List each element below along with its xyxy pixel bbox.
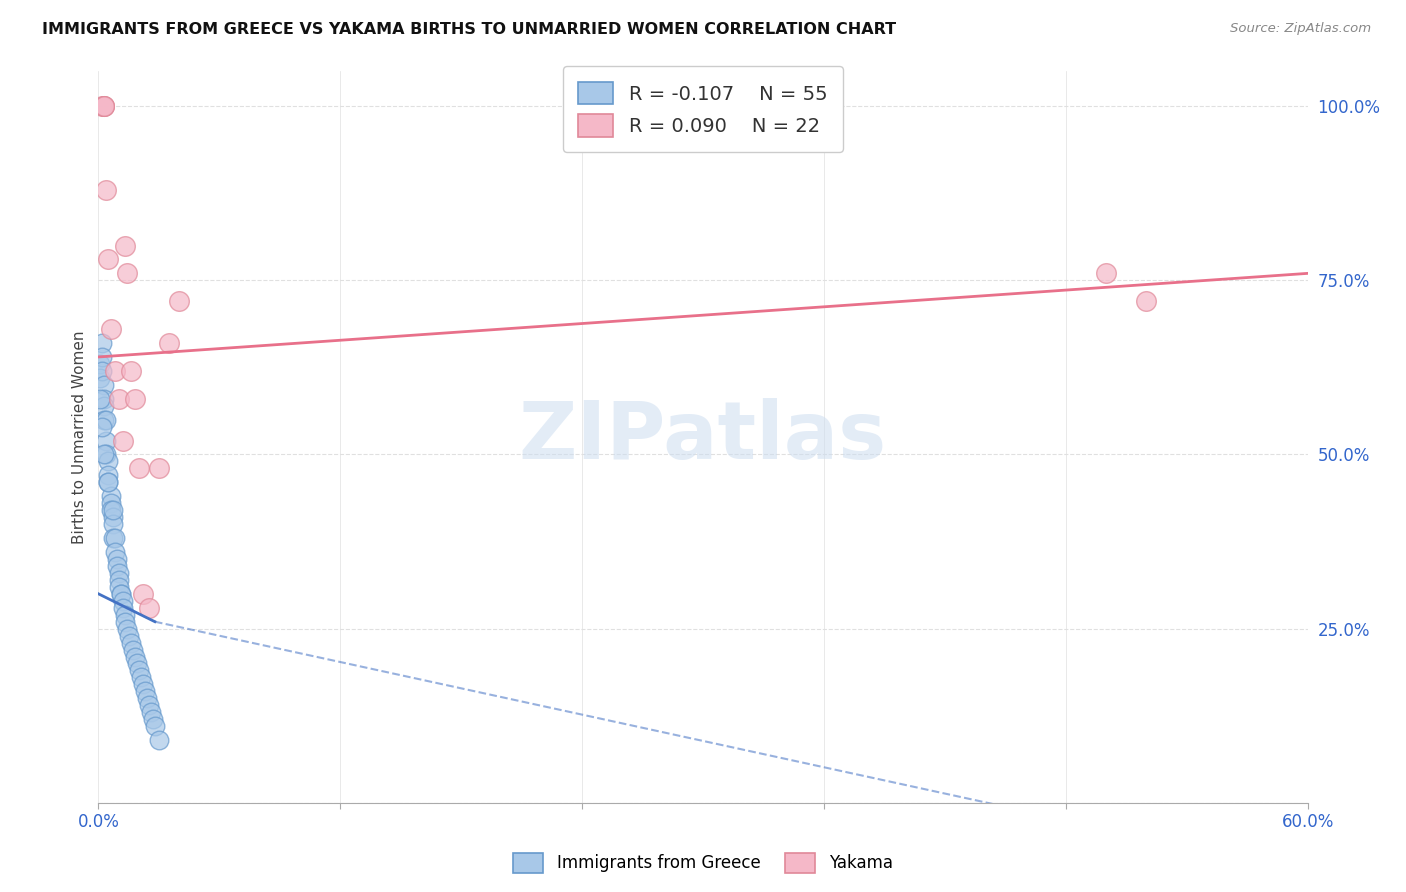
Point (100, 489, 122, 503)
Legend: Immigrants from Greece, Yakama: Immigrants from Greece, Yakama (506, 847, 900, 880)
Point (93, 399, 115, 413)
Point (111, 600, 134, 615)
Y-axis label: Births to Unmarried Women: Births to Unmarried Women (72, 330, 87, 544)
Point (138, 600, 160, 615)
Point (97, 475, 120, 490)
Point (93, 377, 115, 392)
Point (96, 448, 118, 462)
Point (120, 635, 142, 649)
Point (111, 434, 134, 448)
Point (111, 594, 134, 608)
Point (93, 99, 115, 113)
Point (101, 510, 124, 524)
Point (148, 461, 170, 475)
Point (107, 392, 129, 406)
Point (100, 503, 122, 517)
Text: IMMIGRANTS FROM GREECE VS YAKAMA BIRTHS TO UNMARRIED WOMEN CORRELATION CHART: IMMIGRANTS FROM GREECE VS YAKAMA BIRTHS … (42, 22, 896, 37)
Point (96, 434, 118, 448)
Point (93, 99, 115, 113)
Point (135, 691, 157, 706)
Point (93, 448, 115, 462)
Point (120, 364, 142, 378)
Point (91, 364, 114, 378)
Point (91, 419, 114, 434)
Point (128, 664, 150, 678)
Point (132, 677, 155, 691)
Point (134, 684, 156, 698)
Text: ZIPatlas: ZIPatlas (519, 398, 887, 476)
Text: Source: ZipAtlas.com: Source: ZipAtlas.com (1230, 22, 1371, 36)
Point (114, 238, 136, 252)
Point (110, 587, 132, 601)
Point (107, 573, 129, 587)
Point (91, 336, 114, 351)
Point (114, 615, 136, 629)
Point (97, 454, 120, 468)
Point (107, 580, 129, 594)
Point (124, 392, 146, 406)
Point (142, 712, 165, 726)
Point (107, 566, 129, 580)
Point (91, 99, 114, 113)
Point (128, 461, 150, 475)
Point (100, 322, 122, 336)
Point (167, 294, 190, 309)
Point (125, 657, 148, 671)
Point (118, 629, 141, 643)
Point (100, 496, 122, 510)
Point (103, 545, 125, 559)
Point (114, 607, 136, 622)
Point (97, 475, 120, 490)
Point (91, 350, 114, 364)
Point (89, 392, 111, 406)
Point (93, 99, 115, 113)
Point (138, 698, 160, 713)
Point (124, 649, 146, 664)
Point (148, 733, 170, 747)
Point (97, 252, 120, 267)
Legend: R = -0.107    N = 55, R = 0.090    N = 22: R = -0.107 N = 55, R = 0.090 N = 22 (562, 66, 844, 153)
Point (143, 719, 166, 733)
Point (101, 503, 124, 517)
Point (101, 517, 124, 532)
Point (129, 670, 152, 684)
Point (1135, 294, 1157, 309)
Point (1095, 266, 1118, 280)
Point (101, 531, 124, 545)
Point (89, 357, 111, 371)
Point (115, 266, 138, 280)
Point (103, 531, 125, 545)
Point (157, 336, 180, 351)
Point (121, 642, 143, 657)
Point (96, 412, 118, 426)
Point (89, 371, 111, 385)
Point (103, 364, 125, 378)
Point (139, 705, 162, 719)
Point (132, 587, 155, 601)
Point (115, 622, 138, 636)
Point (96, 183, 118, 197)
Point (97, 468, 120, 483)
Point (105, 558, 128, 573)
Point (93, 412, 115, 426)
Point (110, 587, 132, 601)
Point (93, 392, 115, 406)
Point (105, 552, 128, 566)
